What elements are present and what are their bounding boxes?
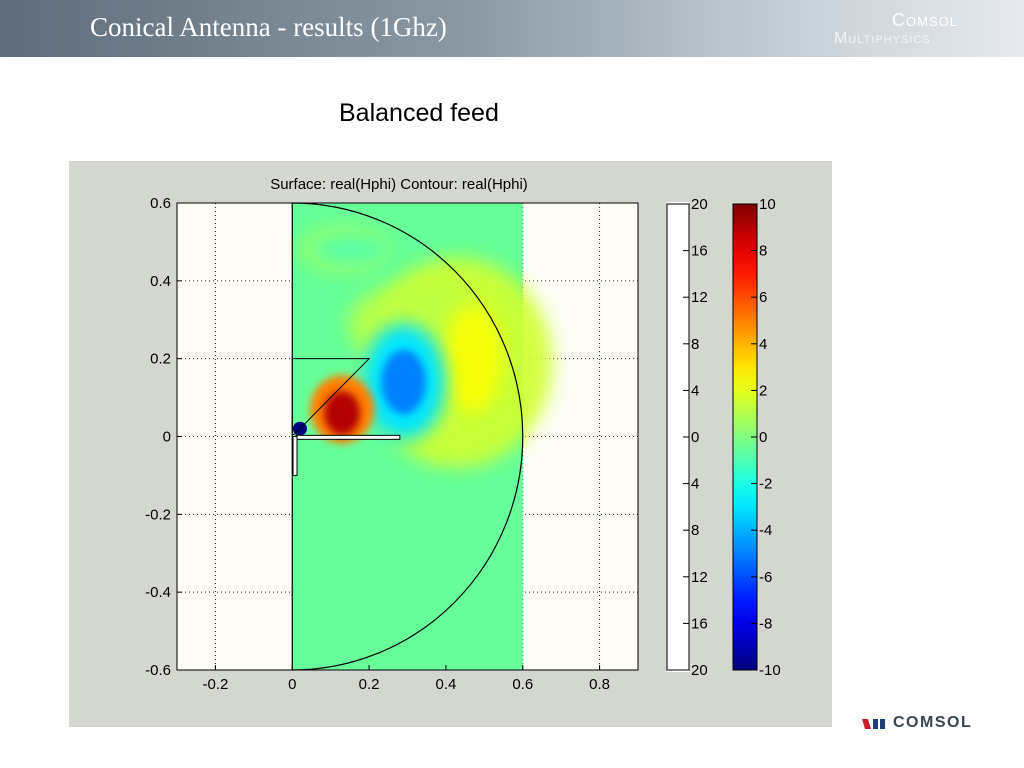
surface-colorbar-label: 4	[759, 336, 767, 353]
surface-colorbar-label: 10	[759, 196, 776, 213]
surface-colorbar-label: -4	[759, 522, 772, 539]
comsol-wordmark: COMSOL	[893, 714, 973, 731]
y-tick-label: 0.2	[150, 351, 171, 368]
comsol-mark-icon	[862, 719, 885, 729]
x-tick-label: 0.6	[512, 676, 533, 693]
plot-title: Surface: real(Hphi) Contour: real(Hphi)	[270, 176, 528, 193]
contour-colorbar-label: 20	[691, 196, 708, 213]
plot-figure: -0.2 0 0.2 0.4 0.6 0.8 0.6 0.4 0.2 0 -0.2 -0.4 -0.6 S…	[69, 161, 832, 727]
ground-plane-strip	[295, 434, 401, 440]
contour-colorbar-label: 16	[691, 615, 708, 632]
y-tick-label: 0.6	[150, 195, 171, 212]
contour-colorbar-label: 12	[691, 289, 708, 306]
y-tick-label: -0.4	[145, 584, 171, 601]
x-tick-label: 0.8	[589, 676, 610, 693]
contour-colorbar-label: 0	[691, 429, 699, 446]
surface-red-core	[324, 391, 361, 436]
logo-top-line1: Comsol	[892, 10, 958, 30]
logo-top-line2: Multiphysics	[834, 30, 931, 47]
slide-title: Conical Antenna - results (1Ghz)	[90, 12, 447, 42]
surface-colorbar-label: -2	[759, 476, 772, 493]
contour-colorbar-label: 12	[691, 569, 708, 586]
comsol-multiphysics-logo: Comsol Multiphysics	[834, 10, 994, 50]
y-tick-label: 0	[163, 429, 171, 446]
plot-canvas: -0.2 0 0.2 0.4 0.6 0.8 0.6 0.4 0.2 0 -0.2 -0.4 -0.6 S…	[69, 161, 832, 727]
comsol-logo-bottom: COMSOL	[862, 713, 992, 735]
surface-colorbar-label: 8	[759, 243, 767, 260]
surface-colorbar-label: -10	[759, 662, 781, 679]
contour-colorbar-label: 4	[691, 476, 699, 493]
contour-colorbar-frame	[666, 203, 690, 671]
contour-colorbar-label: 20	[691, 662, 708, 679]
x-tick-label: 0.4	[435, 676, 456, 693]
feed-line	[292, 436, 298, 476]
surface-colorbar-label: 6	[759, 289, 767, 306]
slide-subtitle: Balanced feed	[339, 99, 499, 127]
y-tick-label: -0.6	[145, 662, 171, 679]
surface-colorbar-label: -6	[759, 569, 772, 586]
y-tick-label: -0.2	[145, 506, 171, 523]
surface-blue-core	[381, 350, 426, 415]
surface-colorbar-label: 2	[759, 382, 767, 399]
surface-colorbar-label: -8	[759, 615, 772, 632]
contour-colorbar-label: 8	[691, 522, 699, 539]
domain-boundary	[291, 202, 524, 671]
slide-header: Conical Antenna - results (1Ghz) Comsol …	[0, 0, 1024, 57]
contour-colorbar-label: 4	[691, 382, 699, 399]
contour-colorbar-label: 8	[691, 336, 699, 353]
x-tick-label: 0.2	[359, 676, 380, 693]
surface-top-cyan	[309, 234, 390, 265]
surface-colorbar-label: 0	[759, 429, 767, 446]
x-tick-label: 0	[288, 676, 296, 693]
x-tick-label: -0.2	[202, 676, 228, 693]
contour-colorbar-label: 16	[691, 243, 708, 260]
y-tick-label: 0.4	[150, 273, 171, 290]
surface-orange-band	[442, 303, 503, 414]
